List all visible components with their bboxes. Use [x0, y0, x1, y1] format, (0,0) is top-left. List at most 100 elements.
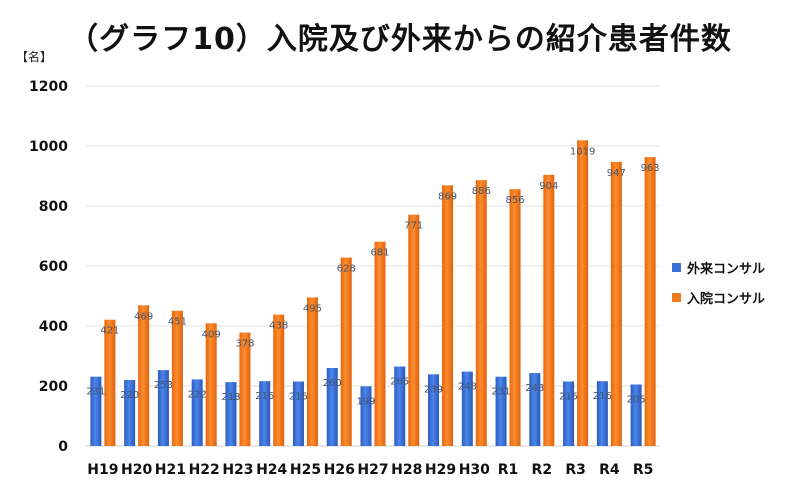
bar-outpatient: [529, 373, 541, 446]
bar-inpatient: [475, 180, 487, 446]
bar-inpatient: [644, 157, 656, 446]
data-label-outpatient: 199: [356, 396, 375, 407]
legend-swatch-inpatient: [672, 292, 681, 302]
x-tick-label: R1: [498, 462, 519, 478]
x-tick-label: H22: [189, 462, 220, 478]
data-label-inpatient: 856: [506, 195, 525, 206]
data-label-outpatient: 253: [154, 380, 173, 391]
data-label-inpatient: 869: [438, 191, 457, 202]
bar-outpatient: [394, 366, 406, 446]
bar-outpatient: [157, 370, 169, 446]
data-label-outpatient: 248: [458, 382, 477, 393]
data-label-outpatient: 231: [86, 387, 105, 398]
bar-outpatient: [326, 368, 338, 446]
bar-outpatient: [495, 376, 507, 446]
bar-outpatient: [191, 379, 203, 446]
bar-outpatient: [225, 382, 237, 446]
data-label-inpatient: 628: [337, 264, 356, 275]
data-label-outpatient: 239: [424, 384, 443, 395]
y-tick-label: 400: [39, 319, 68, 335]
bar-inpatient: [340, 257, 352, 446]
x-tick-label: H27: [357, 462, 388, 478]
data-label-outpatient: 222: [188, 389, 207, 400]
bar-inpatient: [442, 185, 454, 447]
x-tick-label: H19: [87, 462, 118, 478]
data-label-inpatient: 451: [168, 317, 187, 328]
bars: [90, 140, 656, 447]
data-label-inpatient: 904: [539, 181, 558, 192]
y-tick-label: 0: [58, 439, 68, 455]
data-label-outpatient: 231: [492, 387, 511, 398]
data-label-outpatient: 205: [627, 395, 646, 406]
y-tick-label: 200: [39, 379, 68, 395]
data-label-inpatient: 438: [269, 321, 288, 332]
x-tick-label: H28: [391, 462, 422, 478]
data-label-inpatient: 409: [202, 329, 221, 340]
bar-inpatient: [171, 310, 183, 446]
legend-item-outpatient: 外来コンサル: [672, 256, 765, 278]
bar-inpatient: [374, 241, 386, 446]
legend-item-inpatient: 入院コンサル: [672, 286, 765, 308]
bar-outpatient: [596, 381, 608, 446]
data-label-inpatient: 495: [303, 304, 322, 315]
y-unit-label: 【名】: [16, 50, 53, 64]
legend-label-outpatient: 外来コンサル: [687, 261, 766, 277]
bar-inpatient: [138, 305, 150, 446]
bar-inpatient: [509, 189, 521, 446]
bar-outpatient: [563, 381, 575, 446]
data-label-outpatient: 265: [390, 377, 409, 388]
bar-inpatient: [543, 174, 555, 447]
bar-outpatient: [630, 384, 642, 446]
legend: 外来コンサル 入院コンサル: [672, 256, 765, 316]
bar-outpatient: [259, 381, 271, 446]
data-labels: 231 421 220 469 253 451 222 409 213 378 216 438 215 4…: [86, 146, 659, 407]
data-label-outpatient: 216: [255, 391, 274, 402]
data-label-inpatient: 947: [607, 168, 626, 179]
bar-inpatient: [104, 319, 116, 446]
data-label-inpatient: 421: [100, 326, 119, 337]
data-label-inpatient: 378: [235, 339, 254, 350]
bar-outpatient: [461, 371, 473, 446]
bar-outpatient: [428, 374, 440, 446]
data-label-inpatient: 771: [404, 221, 423, 232]
data-label-outpatient: 260: [323, 378, 342, 389]
x-tick-label: H21: [155, 462, 186, 478]
data-label-outpatient: 216: [593, 391, 612, 402]
data-label-outpatient: 213: [221, 392, 240, 403]
y-tick-label: 800: [39, 199, 68, 215]
y-tick-label: 1000: [29, 139, 68, 155]
x-tick-label: H20: [121, 462, 152, 478]
data-label-inpatient: 1019: [570, 146, 595, 157]
x-tick-label: R3: [565, 462, 586, 478]
data-label-inpatient: 963: [641, 163, 660, 174]
x-tick-label: H26: [324, 462, 355, 478]
x-tick-label: H24: [256, 462, 287, 478]
x-tick-label: H30: [459, 462, 490, 478]
y-tick-label: 1200: [29, 79, 68, 95]
bar-inpatient: [408, 214, 420, 446]
x-tick-label: R4: [599, 462, 620, 478]
x-tick-label: R5: [633, 462, 654, 478]
x-tick-label: H23: [222, 462, 253, 478]
data-label-outpatient: 220: [120, 390, 139, 401]
chart-title: （グラフ10）入院及び外来からの紹介患者件数: [68, 22, 732, 57]
legend-label-inpatient: 入院コンサル: [687, 291, 766, 307]
data-label-inpatient: 681: [370, 248, 389, 259]
bar-outpatient: [124, 380, 136, 446]
x-tick-label: H29: [425, 462, 456, 478]
data-label-outpatient: 243: [525, 383, 544, 394]
data-label-outpatient: 215: [289, 392, 308, 403]
bar-inpatient: [577, 140, 589, 447]
bar-inpatient: [610, 161, 622, 446]
bar-inpatient: [205, 323, 217, 446]
y-tick-label: 600: [39, 259, 68, 275]
bar-inpatient: [239, 332, 251, 446]
bar-inpatient: [273, 314, 285, 446]
data-label-inpatient: 469: [134, 311, 153, 322]
bar-outpatient: [360, 386, 372, 446]
x-tick-label: H25: [290, 462, 321, 478]
data-label-outpatient: 215: [559, 392, 578, 403]
x-tick-label: R2: [532, 462, 553, 478]
